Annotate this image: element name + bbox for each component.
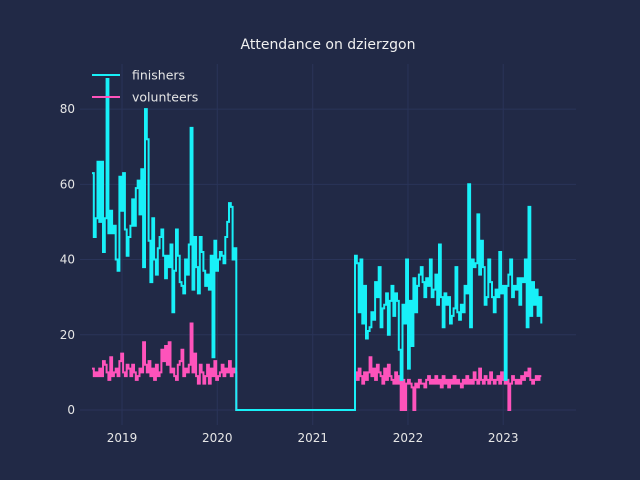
x-tick-label: 2019 <box>107 431 138 445</box>
x-tick-label: 2022 <box>393 431 424 445</box>
y-tick-label: 40 <box>60 253 75 267</box>
x-tick-labels: 2019 2020 2021 2022 2023 <box>107 431 519 445</box>
y-tick-label: 20 <box>60 328 75 342</box>
y-tick-label: 80 <box>60 102 75 116</box>
y-tick-label: 60 <box>60 177 75 191</box>
y-tick-labels: 0 20 40 60 80 <box>60 102 75 417</box>
x-tick-label: 2020 <box>202 431 233 445</box>
x-tick-label: 2023 <box>488 431 519 445</box>
legend-label-volunteers: volunteers <box>132 90 198 105</box>
series-line-volunteers <box>92 324 541 411</box>
series-line-finishers <box>92 79 541 410</box>
y-tick-label: 0 <box>67 403 75 417</box>
series-lines <box>92 79 541 410</box>
legend-label-finishers: finishers <box>132 68 185 83</box>
chart-title: Attendance on dzierzgon <box>241 37 416 53</box>
x-grid-lines <box>122 64 503 425</box>
x-tick-label: 2021 <box>297 431 328 445</box>
